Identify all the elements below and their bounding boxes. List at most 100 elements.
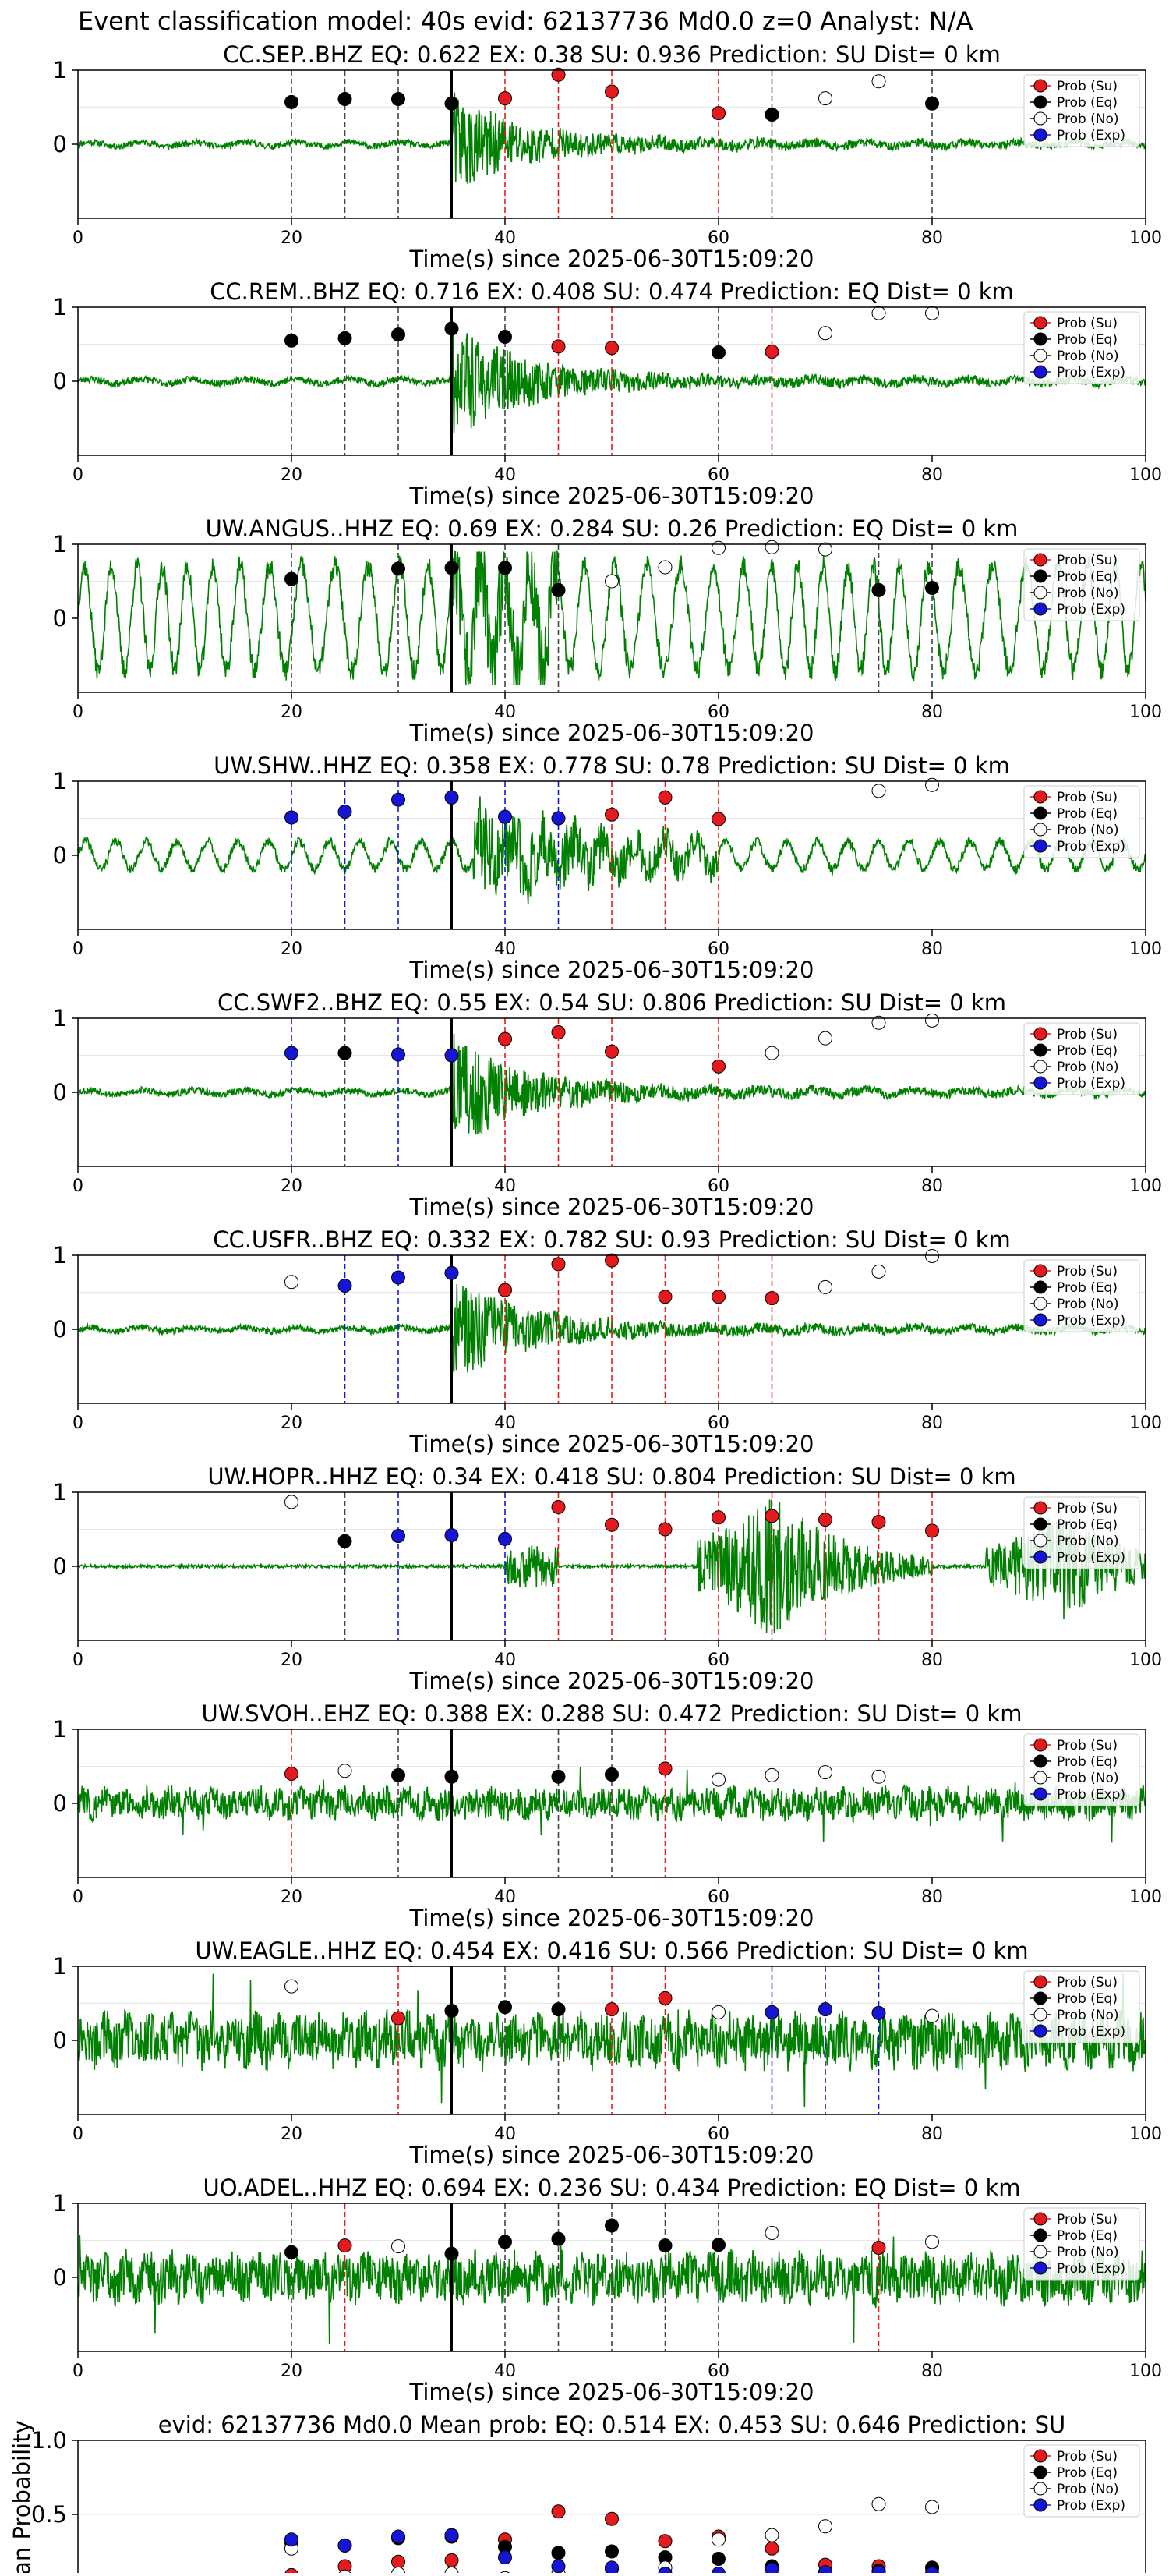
prob-point-su [605, 2002, 619, 2017]
waveform-trace [77, 1033, 1146, 1135]
mean-point-exp [391, 2529, 405, 2544]
prob-point-su [658, 1522, 673, 1537]
legend-box [1023, 548, 1140, 621]
legend-label-exp: Prob (Exp) [1057, 1076, 1125, 1092]
y-tick-label: 0 [53, 2264, 67, 2291]
prob-point-no [818, 1031, 832, 1046]
mean-point-no [818, 2519, 832, 2534]
legend-marker-no [1033, 2482, 1047, 2496]
prob-point-eq [765, 108, 779, 122]
prob-point-no [871, 1769, 886, 1784]
prob-point-eq [391, 327, 405, 342]
legend-label-su: Prob (Su) [1057, 1027, 1118, 1042]
prob-point-su [712, 1290, 726, 1304]
legend-label-exp: Prob (Exp) [1057, 128, 1125, 143]
prob-point-eq [444, 96, 459, 111]
prob-point-no [925, 777, 939, 792]
legend-label-no: Prob (No) [1057, 1060, 1119, 1075]
legend-label-su: Prob (Su) [1057, 79, 1118, 94]
legend-label-exp: Prob (Exp) [1057, 2498, 1125, 2514]
panel-title: UO.ADEL..HHZ EQ: 0.694 EX: 0.236 SU: 0.4… [203, 2174, 1020, 2201]
prob-point-no [871, 1264, 886, 1279]
x-tick-label: 100 [1129, 2125, 1162, 2144]
x-tick-label: 60 [708, 1414, 729, 1433]
legend-marker-su [1033, 1264, 1047, 1278]
legend-marker-no [1033, 349, 1047, 363]
mean-point-exp [337, 2538, 352, 2553]
prob-point-no [765, 1046, 779, 1060]
y-tick-label: 0 [53, 2027, 67, 2054]
legend-label-no: Prob (No) [1057, 2482, 1119, 2497]
prob-point-su [551, 1025, 566, 1040]
mean-point-exp [605, 2560, 619, 2575]
panel-title: CC.REM..BHZ EQ: 0.716 EX: 0.408 SU: 0.47… [210, 278, 1014, 305]
mean-point-su [765, 2541, 779, 2556]
legend-box [1023, 74, 1140, 147]
mean-point-no [444, 2567, 459, 2576]
prob-point-su [284, 1767, 298, 1781]
legend-marker-eq [1033, 1991, 1047, 2005]
prob-point-eq [391, 1767, 405, 1782]
prob-point-exp [391, 792, 405, 807]
mean-point-exp [444, 2528, 459, 2542]
x-tick-label: 80 [921, 702, 943, 722]
x-tick-label: 0 [72, 1888, 83, 1907]
prob-point-eq [284, 2245, 298, 2259]
x-tick-label: 0 [72, 702, 83, 722]
prob-point-su [551, 1500, 566, 1514]
legend-label-no: Prob (No) [1057, 1771, 1119, 1786]
prob-point-exp [444, 1048, 459, 1063]
legend-box [1023, 1496, 1140, 1569]
legend-label-eq: Prob (Eq) [1057, 1991, 1118, 2007]
legend-label-eq: Prob (Eq) [1057, 332, 1118, 348]
prob-point-no [871, 74, 886, 89]
prob-point-no [925, 1248, 939, 1263]
x-tick-label: 20 [281, 465, 302, 485]
x-tick-label: 40 [494, 1888, 516, 1907]
x-tick-label: 0 [72, 465, 83, 485]
legend-marker-no [1033, 2008, 1047, 2022]
prob-point-no [658, 560, 673, 575]
prob-point-su [605, 1517, 619, 1532]
legend-label-exp: Prob (Exp) [1057, 2024, 1125, 2040]
prob-point-exp [551, 811, 566, 826]
x-tick-label: 40 [494, 939, 516, 959]
prob-point-exp [871, 2005, 886, 2020]
panel-7: UW.HOPR..HHZ EQ: 0.34 EX: 0.418 SU: 0.80… [53, 1463, 1162, 1694]
prob-point-su [765, 1291, 779, 1306]
legend-label-eq: Prob (Eq) [1057, 806, 1118, 822]
prob-point-eq [337, 92, 352, 107]
panel-title: CC.SEP..BHZ EQ: 0.622 EX: 0.38 SU: 0.936… [223, 41, 1001, 68]
legend-label-no: Prob (No) [1057, 349, 1119, 364]
legend-label-eq: Prob (Eq) [1057, 569, 1118, 585]
legend-marker-no [1033, 1534, 1047, 1548]
panel-title: UW.SVOH..EHZ EQ: 0.388 EX: 0.288 SU: 0.4… [202, 1700, 1022, 1727]
x-tick-label: 20 [281, 1414, 302, 1433]
prob-point-eq [444, 1769, 459, 1784]
prob-point-no [765, 2226, 779, 2240]
prob-point-exp [391, 1270, 405, 1285]
prob-point-eq [605, 2218, 619, 2233]
legend-marker-exp [1033, 602, 1047, 616]
x-tick-label: 0 [72, 228, 83, 248]
prob-point-su [605, 84, 619, 99]
prob-point-exp [444, 790, 459, 805]
prob-point-su [818, 1513, 832, 1527]
panel-8: UW.SVOH..EHZ EQ: 0.388 EX: 0.288 SU: 0.4… [53, 1700, 1162, 1931]
figure-title: Event classification model: 40s evid: 62… [78, 6, 973, 36]
x-tick-label: 80 [921, 1651, 943, 1670]
prob-point-eq [391, 92, 405, 107]
mean-point-su [444, 2553, 459, 2567]
x-tick-label: 100 [1129, 1651, 1162, 1670]
mean-point-su [391, 2554, 405, 2569]
mean-point-exp [551, 2559, 566, 2574]
x-axis-label: Time(s) since 2025-06-30T15:09:20 [409, 720, 814, 746]
y-tick-label: 1 [53, 531, 67, 557]
prob-point-su [871, 2241, 886, 2255]
legend-box [1023, 785, 1140, 858]
x-tick-label: 40 [494, 1177, 516, 1196]
prob-point-no [712, 2005, 726, 2019]
x-tick-label: 20 [281, 1177, 302, 1196]
